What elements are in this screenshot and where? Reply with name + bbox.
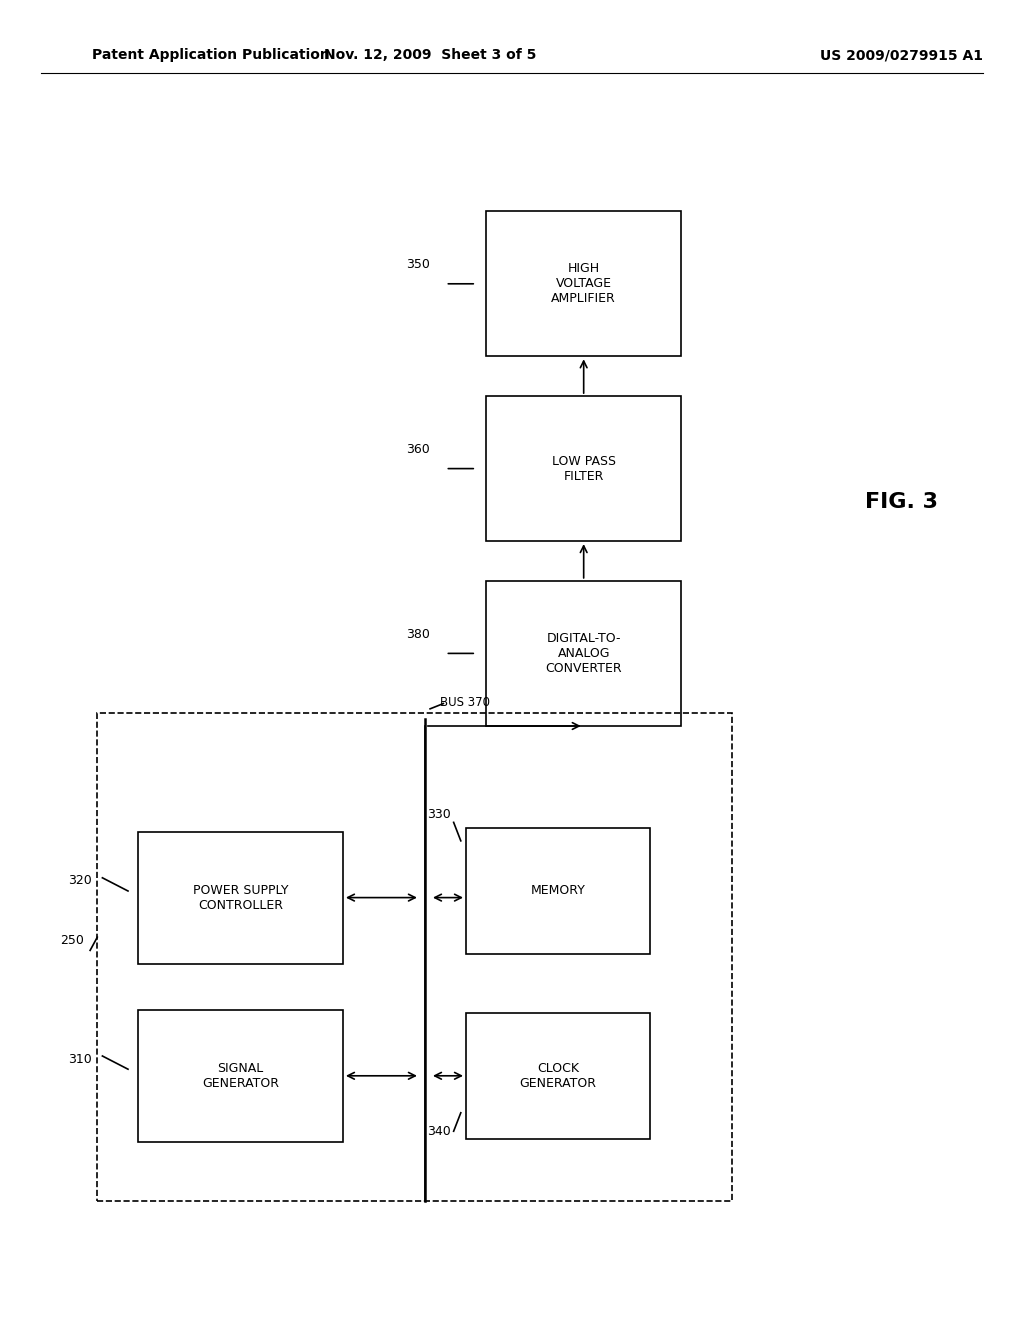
FancyBboxPatch shape (486, 211, 681, 356)
Text: Patent Application Publication: Patent Application Publication (92, 49, 330, 62)
Text: 350: 350 (407, 257, 430, 271)
FancyBboxPatch shape (466, 829, 650, 953)
Text: 250: 250 (60, 933, 84, 946)
Text: 360: 360 (407, 442, 430, 455)
Text: 340: 340 (427, 1125, 451, 1138)
Text: LOW PASS
FILTER: LOW PASS FILTER (552, 454, 615, 483)
Text: 310: 310 (69, 1052, 92, 1065)
FancyBboxPatch shape (138, 832, 343, 964)
FancyBboxPatch shape (138, 1010, 343, 1142)
Text: Nov. 12, 2009  Sheet 3 of 5: Nov. 12, 2009 Sheet 3 of 5 (324, 49, 537, 62)
Text: POWER SUPPLY
CONTROLLER: POWER SUPPLY CONTROLLER (193, 883, 289, 912)
Text: MEMORY: MEMORY (530, 884, 586, 898)
Text: 380: 380 (407, 627, 430, 640)
FancyBboxPatch shape (466, 1014, 650, 1138)
Text: BUS 370: BUS 370 (440, 696, 490, 709)
Text: FIG. 3: FIG. 3 (864, 491, 938, 512)
Text: HIGH
VOLTAGE
AMPLIFIER: HIGH VOLTAGE AMPLIFIER (551, 263, 616, 305)
Text: 330: 330 (427, 808, 451, 821)
Text: CLOCK
GENERATOR: CLOCK GENERATOR (519, 1061, 597, 1090)
FancyBboxPatch shape (486, 396, 681, 541)
Text: US 2009/0279915 A1: US 2009/0279915 A1 (819, 49, 983, 62)
Text: DIGITAL-TO-
ANALOG
CONVERTER: DIGITAL-TO- ANALOG CONVERTER (546, 632, 622, 675)
FancyBboxPatch shape (486, 581, 681, 726)
Text: SIGNAL
GENERATOR: SIGNAL GENERATOR (202, 1061, 280, 1090)
Text: 320: 320 (69, 874, 92, 887)
